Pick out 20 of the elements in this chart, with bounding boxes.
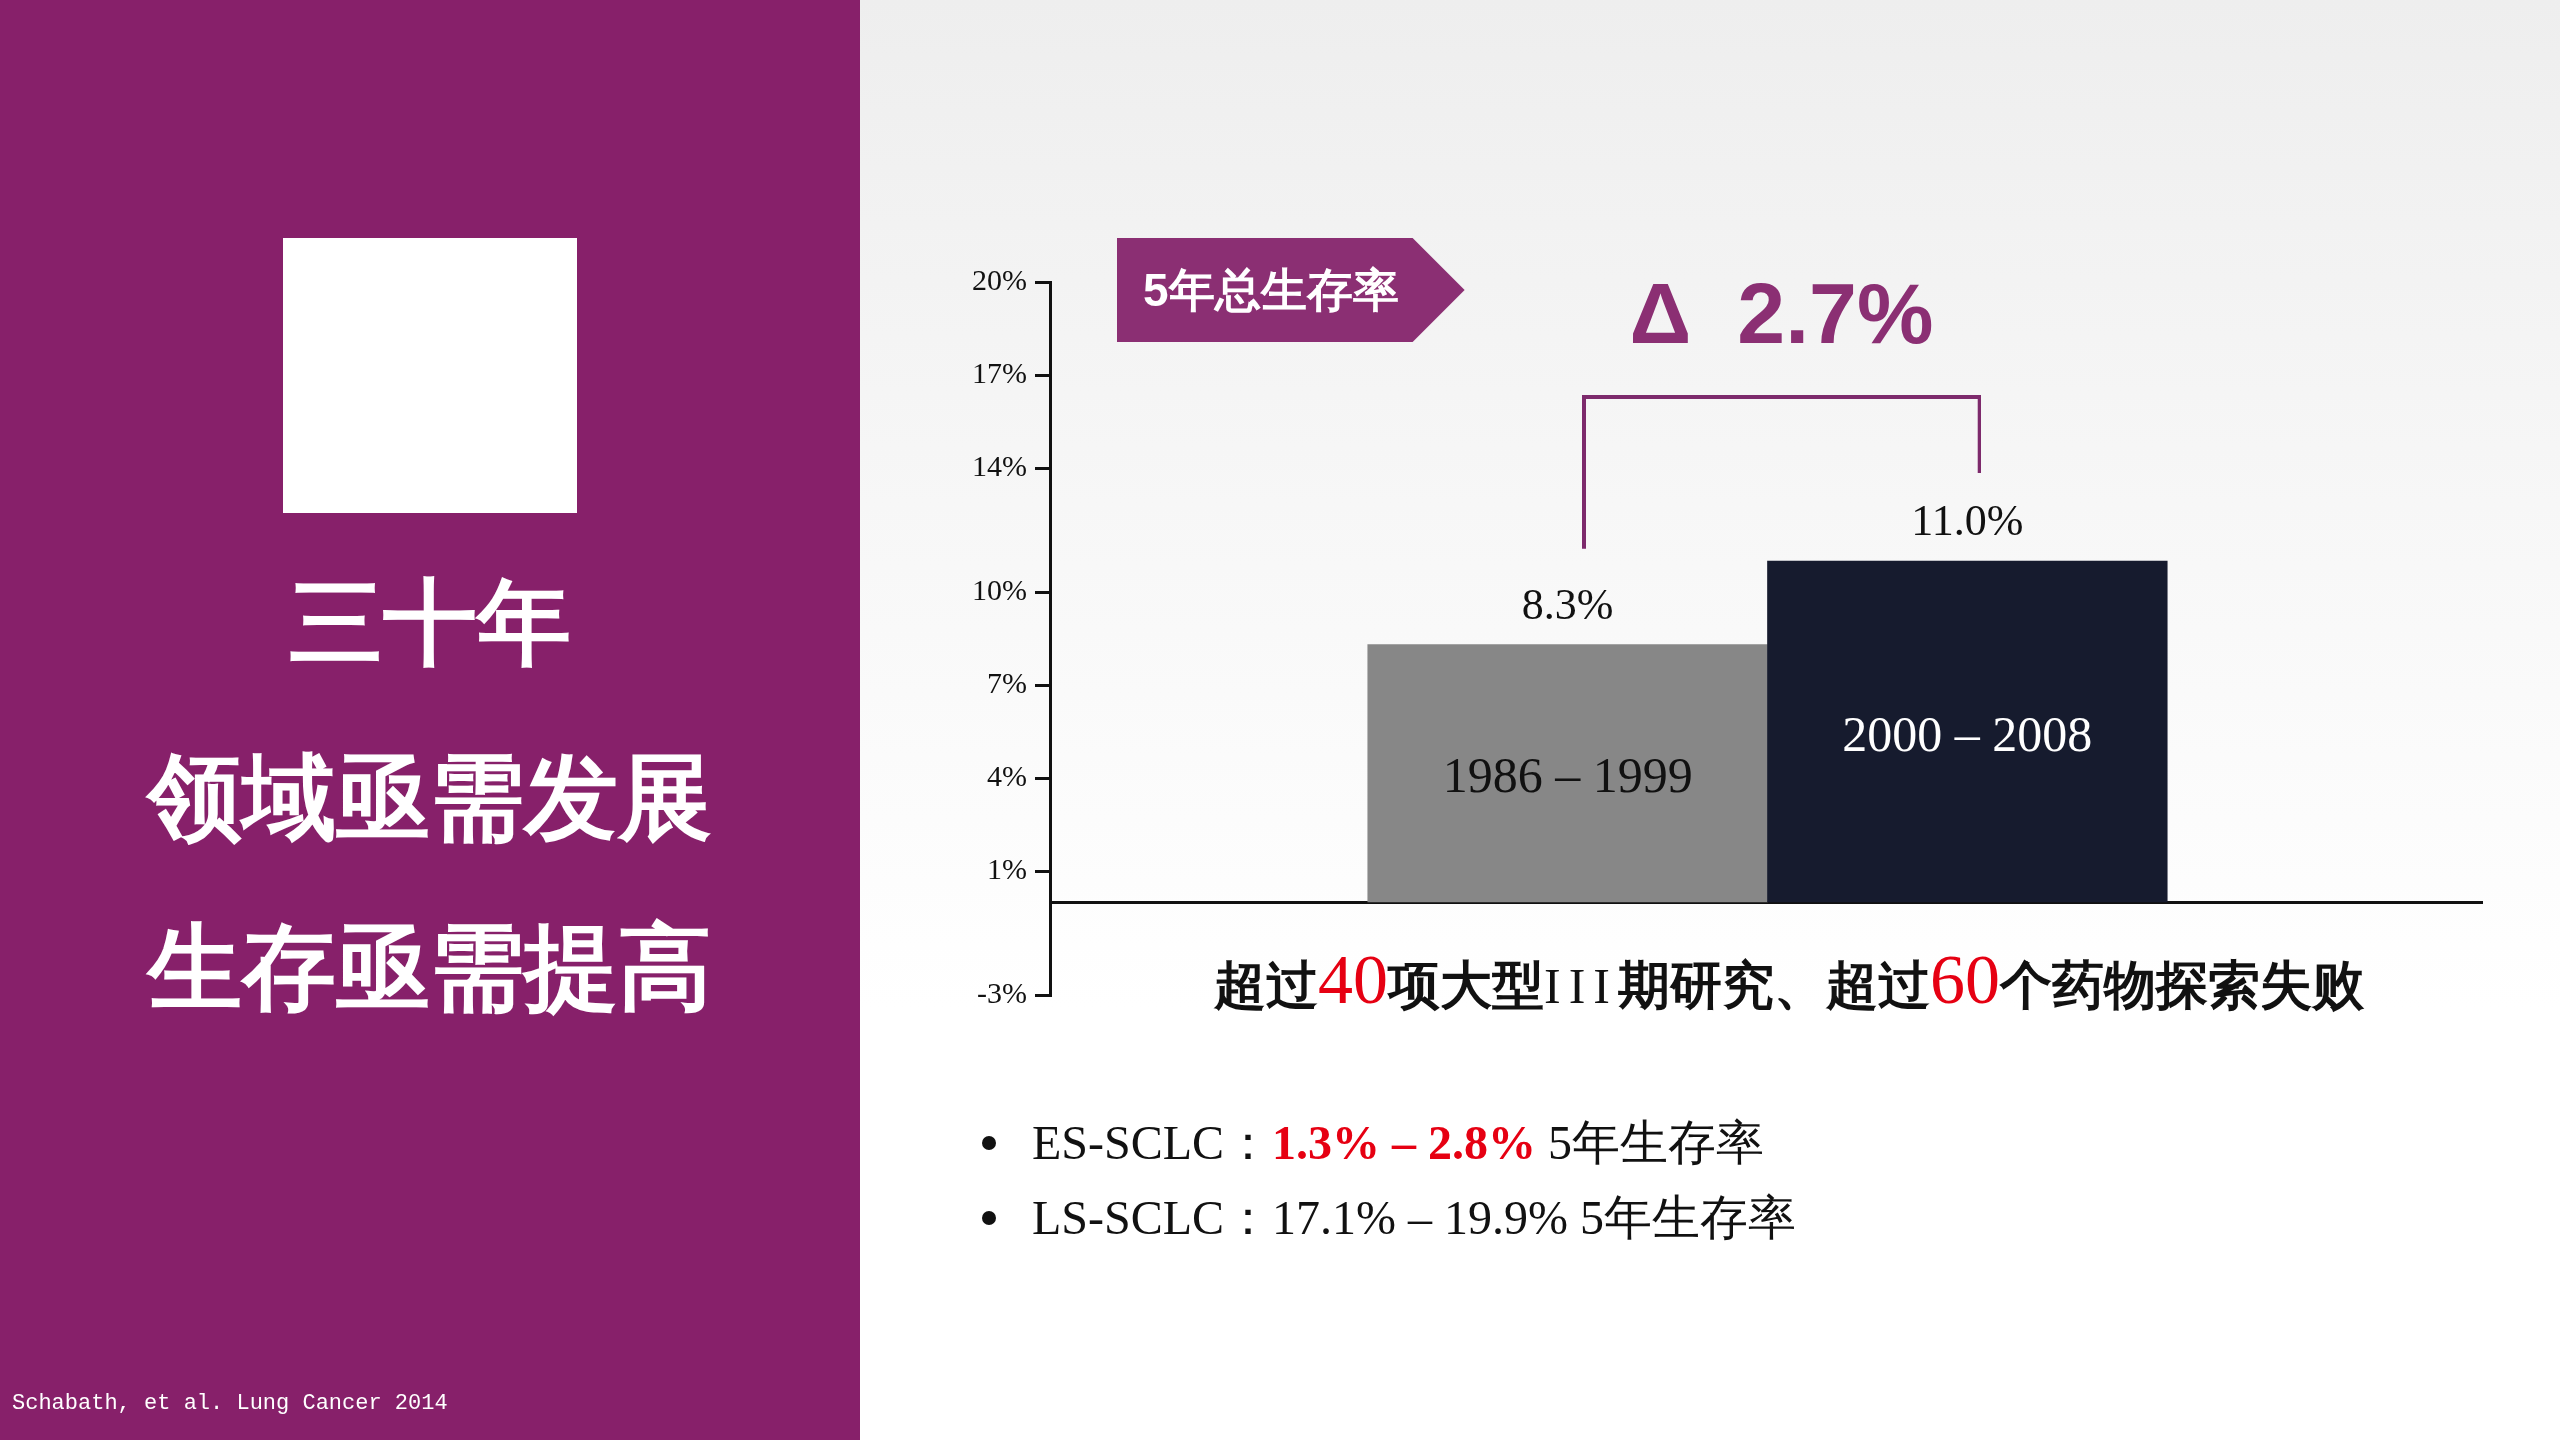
y-tick-label: 1% xyxy=(987,851,1027,885)
annotation: 超过40项大型III期研究、超过60个药物探索失败 xyxy=(1214,941,2364,1018)
x-tick-label: 2000 – 2008 xyxy=(1842,705,2093,762)
text: 生存亟需提高 xyxy=(148,915,712,1020)
text: 三十年 xyxy=(289,570,571,675)
data-label: 11.0% xyxy=(1911,496,2024,545)
text: Schabath, et al. Lung Cancer 2014 xyxy=(12,1391,448,1416)
y-tick-label: 20% xyxy=(972,262,1027,296)
annotation: Δ 2.7% xyxy=(1629,265,1934,361)
x-tick-label: 1986 – 1999 xyxy=(1442,747,1693,804)
text: ES-SCLC：1.3% – 2.8% 5年生存率 xyxy=(1032,1116,1765,1169)
y-tick-label: 7% xyxy=(987,665,1027,699)
data-label: 8.3% xyxy=(1521,579,1614,629)
y-tick-label: 17% xyxy=(972,355,1027,389)
text: LS-SCLC：17.1% – 19.9% 5年生存率 xyxy=(1032,1191,1797,1244)
y-tick-label: 10% xyxy=(972,572,1027,606)
y-tick-label: -3% xyxy=(977,975,1027,1009)
chart-title: 5年总生存率 xyxy=(1143,264,1399,316)
y-tick-label: 4% xyxy=(987,758,1027,792)
y-tick-label: 14% xyxy=(972,448,1027,482)
